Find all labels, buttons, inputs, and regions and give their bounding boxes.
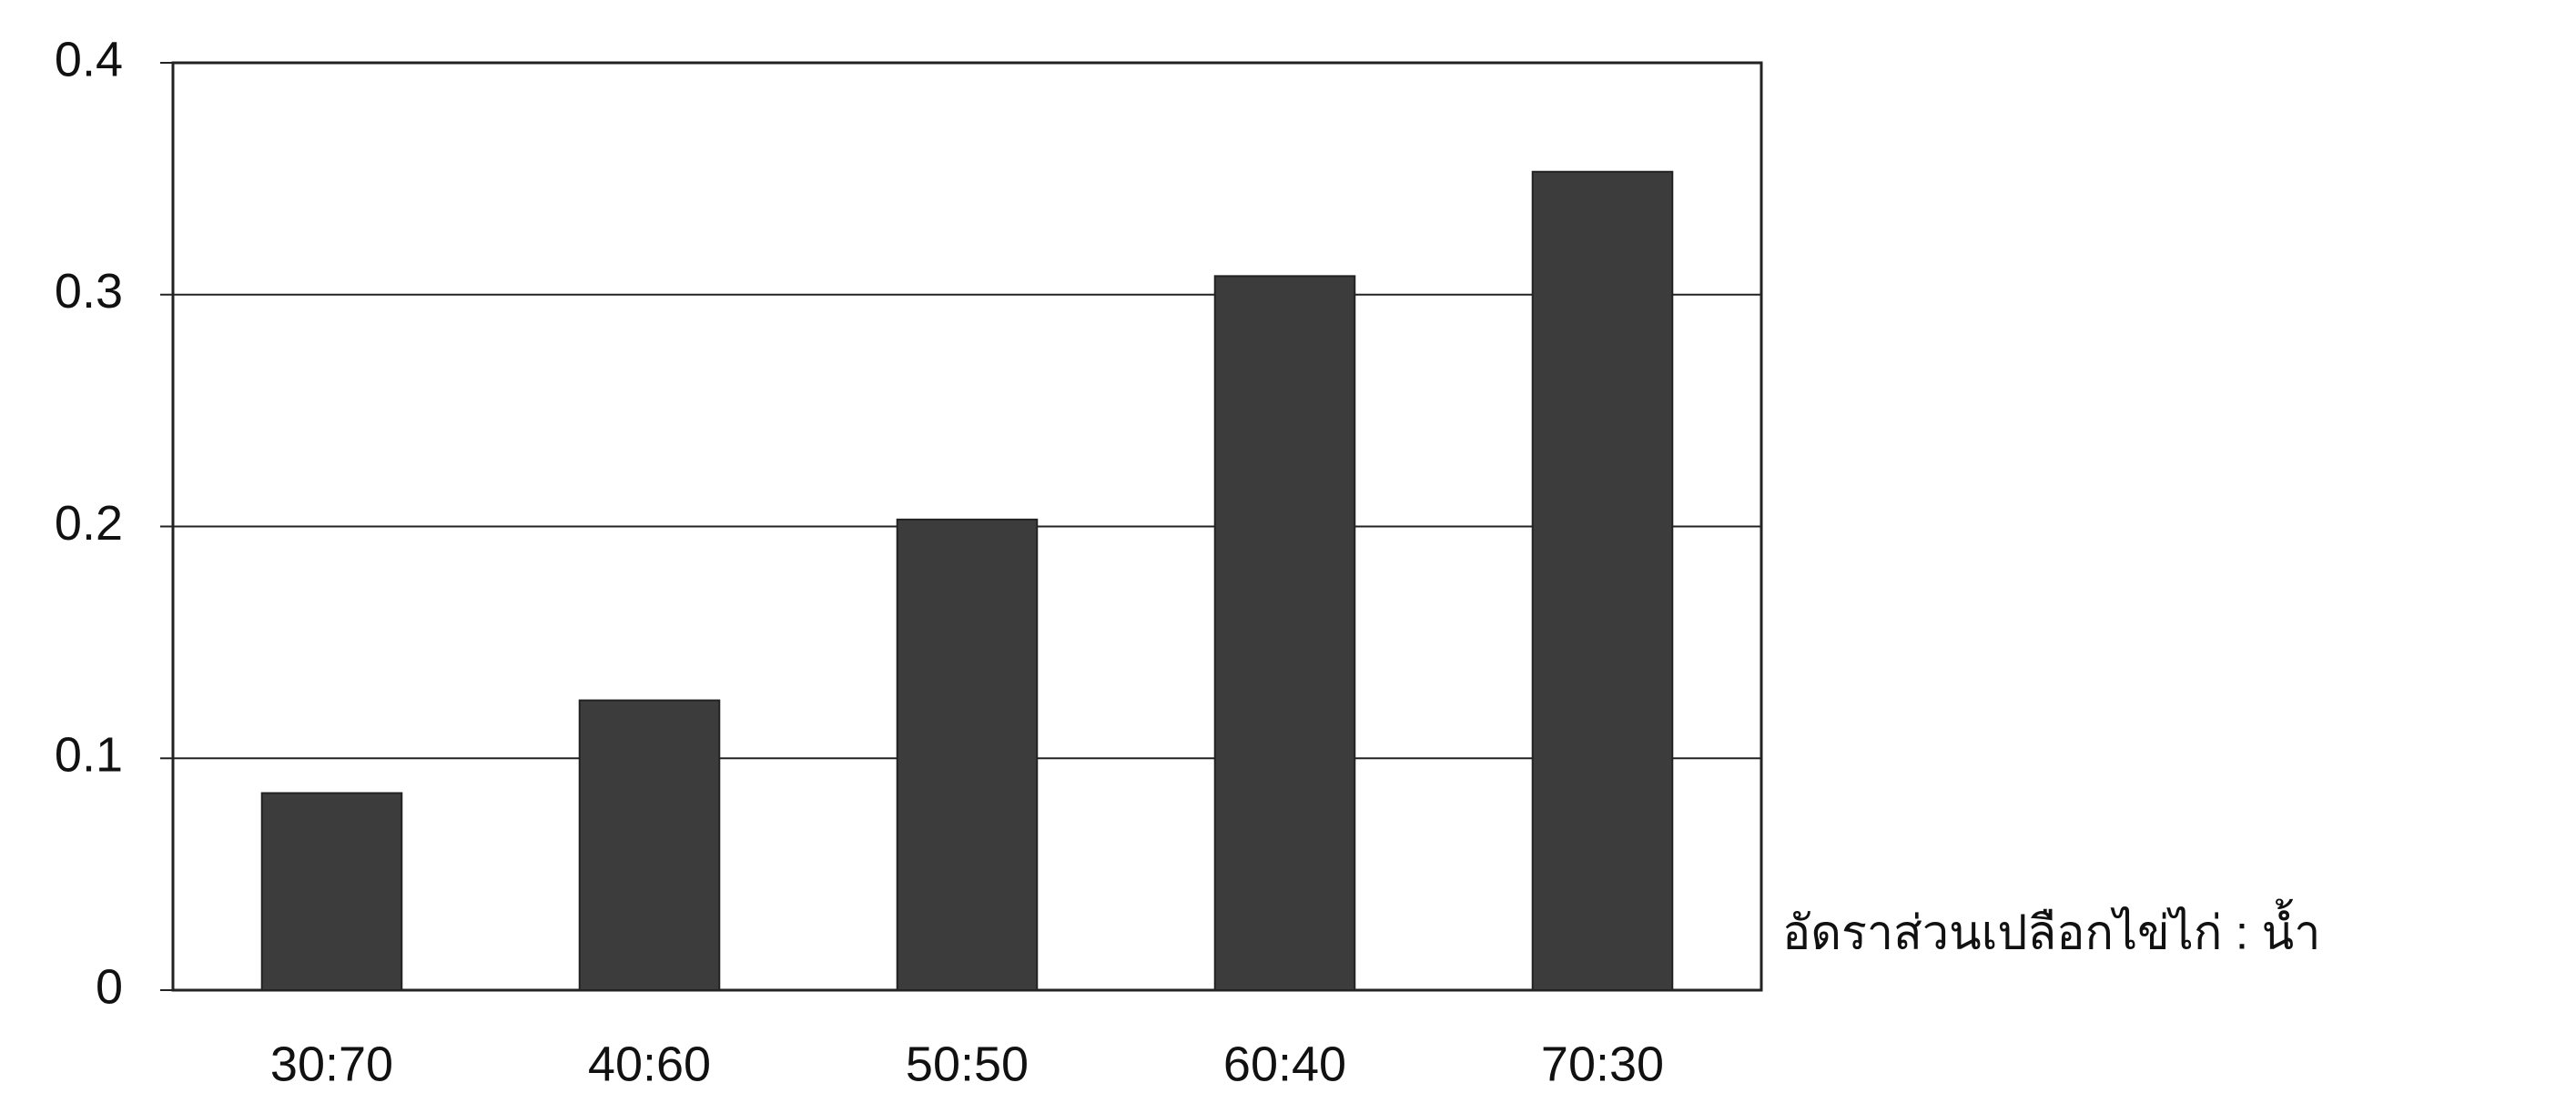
bar [580, 701, 720, 990]
y-tick-label: 0.2 [55, 496, 123, 551]
y-tick-label: 0.3 [55, 264, 123, 319]
y-tick-label: 0 [96, 959, 123, 1014]
chart: อัดราส่วนเปลือกไข่ไก่ : น้ำ 0 0.1 0.2 0.3 0.… [0, 0, 2576, 1103]
x-tick-label: 60:40 [1223, 1037, 1346, 1091]
bar [898, 520, 1038, 990]
x-tick-label: 50:50 [906, 1037, 1029, 1091]
bar [262, 793, 402, 990]
x-tick-label: 70:30 [1541, 1037, 1664, 1091]
bar [1215, 276, 1355, 990]
bar [1533, 172, 1673, 990]
x-tick-label: 30:70 [270, 1037, 393, 1091]
x-tick-label: 40:60 [588, 1037, 711, 1091]
y-tick-label: 0.4 [55, 32, 123, 86]
x-axis-label: อัดราส่วนเปลือกไข่ไก่ : น้ำ [1782, 899, 2320, 960]
y-tick-label: 0.1 [55, 728, 123, 783]
